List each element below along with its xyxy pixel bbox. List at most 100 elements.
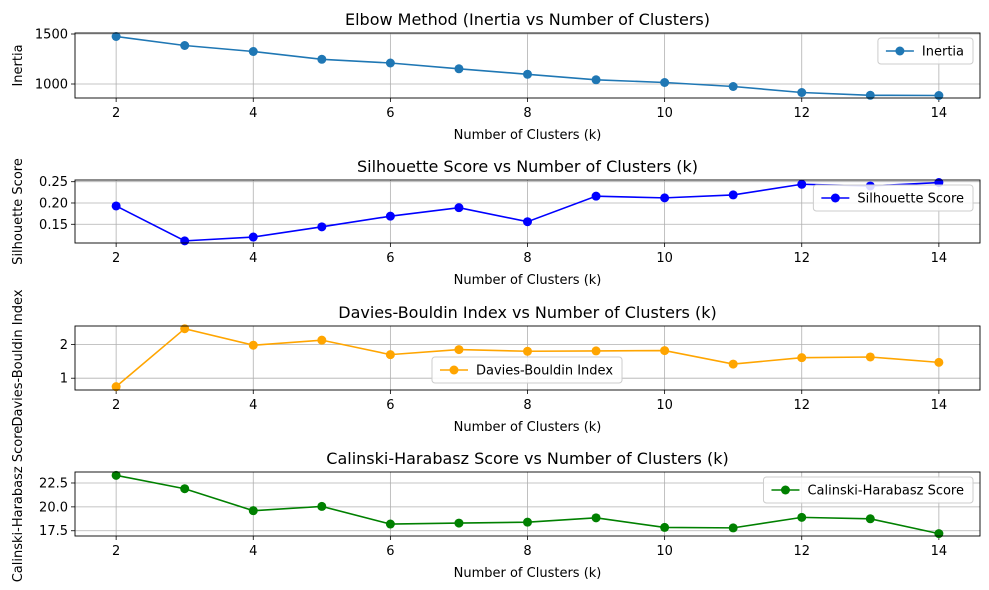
legend: Inertia bbox=[877, 37, 974, 65]
legend: Calinski-Harabasz Score bbox=[762, 476, 974, 504]
x-tick-label: 10 bbox=[656, 398, 673, 413]
data-point bbox=[317, 222, 327, 232]
axes-frame bbox=[74, 471, 981, 537]
chart-title: Davies-Bouldin Index vs Number of Cluste… bbox=[338, 303, 716, 322]
x-axis-label: Number of Clusters (k) bbox=[454, 566, 602, 581]
data-point bbox=[523, 69, 532, 79]
y-axis-label: Calinski-Harabasz Score bbox=[11, 426, 26, 583]
legend: Silhouette Score bbox=[812, 184, 974, 212]
data-point bbox=[523, 517, 532, 527]
data-point bbox=[797, 179, 807, 189]
data-point bbox=[660, 522, 670, 532]
data-point bbox=[111, 201, 121, 211]
data-point bbox=[180, 484, 190, 494]
data-point bbox=[385, 350, 395, 360]
data-point bbox=[317, 501, 327, 511]
data-point bbox=[934, 529, 944, 539]
data-point bbox=[248, 232, 258, 242]
x-tick-label: 4 bbox=[249, 544, 257, 559]
y-tick-label: 0.25 bbox=[39, 175, 68, 190]
data-point bbox=[591, 191, 601, 201]
x-tick-label: 10 bbox=[656, 251, 673, 266]
x-tick-label: 8 bbox=[523, 544, 531, 559]
x-tick-label: 12 bbox=[793, 398, 810, 413]
x-tick-label: 12 bbox=[793, 106, 810, 121]
x-tick-label: 10 bbox=[656, 106, 673, 121]
data-point bbox=[385, 519, 395, 529]
x-tick-label: 8 bbox=[523, 106, 531, 121]
subplot-1: 2 4 6 8 10 12 14 1000 1500 Elbow Method (Inertia … bbox=[11, 10, 981, 143]
x-tick-label: 14 bbox=[931, 106, 948, 121]
axes-frame bbox=[74, 32, 981, 99]
x-axis-label: Number of Clusters (k) bbox=[454, 273, 602, 288]
x-axis-label: Number of Clusters (k) bbox=[454, 420, 602, 435]
data-point bbox=[385, 211, 395, 221]
y-tick-label: 0.15 bbox=[39, 218, 68, 233]
x-tick-label: 4 bbox=[249, 106, 257, 121]
data-point bbox=[660, 78, 670, 87]
data-point bbox=[728, 190, 738, 200]
data-point bbox=[865, 352, 875, 362]
data-point bbox=[454, 203, 464, 213]
legend-box bbox=[431, 356, 623, 384]
x-tick-label: 12 bbox=[793, 251, 810, 266]
chart-title: Silhouette Score vs Number of Clusters (… bbox=[357, 157, 698, 176]
x-tick-label: 4 bbox=[249, 398, 257, 413]
data-point bbox=[865, 514, 875, 524]
legend-label: Davies-Bouldin Index bbox=[476, 364, 613, 379]
y-axis-label: Davies-Bouldin Index bbox=[11, 289, 26, 426]
x-tick-label: 6 bbox=[386, 398, 394, 413]
data-point bbox=[180, 41, 190, 50]
legend-marker-swatch bbox=[780, 485, 790, 495]
data-point bbox=[523, 346, 532, 356]
y-tick-label: 22.5 bbox=[39, 476, 68, 491]
y-tick-label: 1500 bbox=[35, 28, 68, 43]
data-point bbox=[248, 47, 258, 56]
chart-title: Elbow Method (Inertia vs Number of Clust… bbox=[345, 10, 710, 29]
data-point bbox=[660, 193, 670, 203]
subplot-2: 2 4 6 8 10 12 14 0.15 0.20 0.25 Silhouette Score v… bbox=[11, 157, 981, 288]
axes-frame bbox=[74, 325, 981, 391]
data-point bbox=[591, 513, 601, 523]
data-point bbox=[111, 470, 121, 480]
x-axis-label: Number of Clusters (k) bbox=[454, 128, 602, 143]
data-point bbox=[865, 90, 875, 100]
data-point bbox=[728, 523, 738, 533]
legend-label: Silhouette Score bbox=[857, 192, 964, 207]
data-point bbox=[248, 506, 258, 516]
y-tick-label: 2 bbox=[60, 338, 68, 353]
data-point bbox=[180, 236, 190, 246]
data-point bbox=[797, 353, 807, 363]
legend-box bbox=[762, 476, 974, 504]
x-tick-label: 8 bbox=[523, 398, 531, 413]
data-point bbox=[385, 58, 395, 68]
data-point bbox=[934, 357, 944, 367]
axes-frame bbox=[74, 179, 981, 244]
x-tick-label: 2 bbox=[112, 251, 120, 266]
x-tick-label: 12 bbox=[793, 544, 810, 559]
legend-box bbox=[877, 37, 974, 65]
legend-marker-swatch bbox=[449, 365, 459, 375]
y-tick-label: 0.20 bbox=[39, 196, 68, 211]
x-tick-label: 14 bbox=[931, 544, 948, 559]
legend-box bbox=[812, 184, 974, 212]
x-tick-label: 6 bbox=[386, 544, 394, 559]
data-point bbox=[797, 512, 807, 522]
data-point bbox=[591, 75, 601, 85]
y-tick-label: 17.5 bbox=[39, 524, 68, 539]
x-tick-label: 6 bbox=[386, 106, 394, 121]
data-point bbox=[454, 345, 464, 355]
data-point bbox=[591, 346, 601, 356]
x-tick-label: 14 bbox=[931, 251, 948, 266]
legend-marker-swatch bbox=[830, 193, 840, 203]
data-point bbox=[454, 64, 464, 74]
subplot-4: 2 4 6 8 10 12 14 17.5 20.0 22.5 Calinski-Harabasz … bbox=[11, 426, 981, 583]
legend-marker-swatch bbox=[895, 46, 905, 56]
legend: Davies-Bouldin Index bbox=[431, 356, 623, 384]
data-point bbox=[934, 91, 944, 100]
data-point bbox=[797, 88, 807, 97]
x-tick-label: 2 bbox=[112, 398, 120, 413]
data-point bbox=[317, 54, 327, 64]
legend-label: Calinski-Harabasz Score bbox=[807, 484, 964, 499]
data-point bbox=[660, 346, 670, 356]
